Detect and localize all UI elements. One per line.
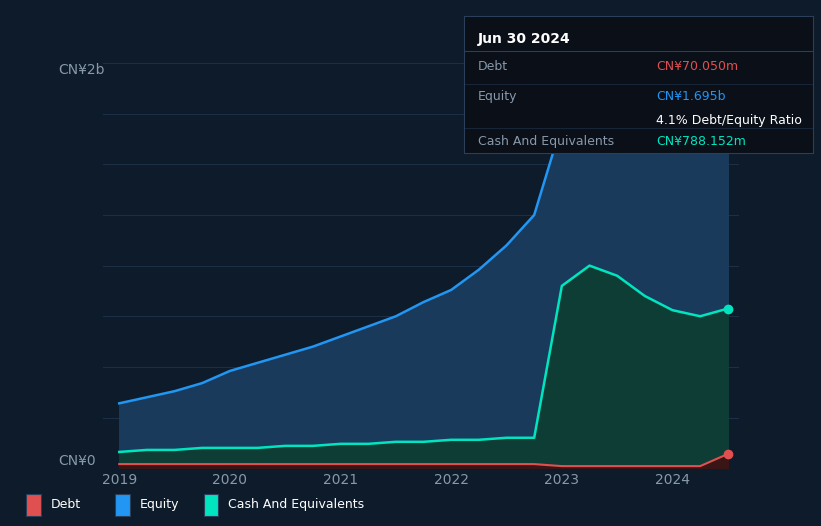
Text: Debt: Debt [51,499,81,511]
Text: CN¥2b: CN¥2b [58,63,104,77]
Text: Jun 30 2024: Jun 30 2024 [478,32,571,46]
Text: Debt: Debt [478,59,508,73]
Text: Equity: Equity [478,89,517,103]
Text: CN¥70.050m: CN¥70.050m [656,59,738,73]
Text: CN¥0: CN¥0 [58,454,96,468]
Text: Cash And Equivalents: Cash And Equivalents [478,135,614,148]
FancyBboxPatch shape [26,494,41,516]
FancyBboxPatch shape [115,494,130,516]
Text: CN¥1.695b: CN¥1.695b [656,89,725,103]
Text: Equity: Equity [140,499,179,511]
Text: Cash And Equivalents: Cash And Equivalents [228,499,365,511]
FancyBboxPatch shape [204,494,218,516]
Text: 4.1% Debt/Equity Ratio: 4.1% Debt/Equity Ratio [656,114,801,127]
Text: CN¥788.152m: CN¥788.152m [656,135,745,148]
